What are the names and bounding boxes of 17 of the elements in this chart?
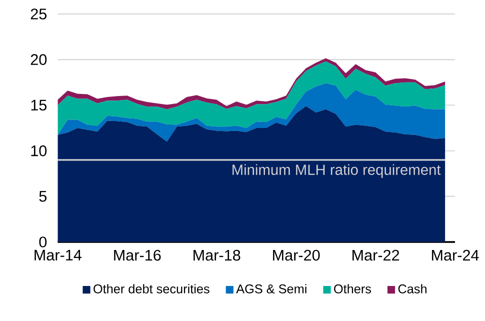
ref-line-label: Minimum MLH ratio requirement [232, 164, 441, 178]
x-tick-label: Mar-14 [34, 250, 82, 261]
legend-label: Cash [398, 284, 426, 294]
legend-label: AGS & Semi [236, 284, 306, 294]
y-tick-label: 15 [31, 100, 47, 111]
x-tick-label: Mar-20 [273, 250, 320, 261]
y-tick-label: 0 [39, 236, 47, 248]
y-tick-label: 20 [30, 54, 47, 66]
x-tick-label: Mar-16 [114, 250, 161, 261]
y-tick-label: 25 [30, 8, 47, 20]
legend-label: Others [334, 284, 371, 294]
x-tick-label: Mar-24 [432, 250, 479, 261]
y-tick-label: 10 [31, 145, 47, 156]
x-tick-label: Mar-22 [352, 250, 400, 261]
y-tick-label: 5 [39, 191, 47, 202]
legend-label: Other debt securities [94, 284, 210, 294]
x-tick-label: Mar-18 [194, 250, 240, 261]
